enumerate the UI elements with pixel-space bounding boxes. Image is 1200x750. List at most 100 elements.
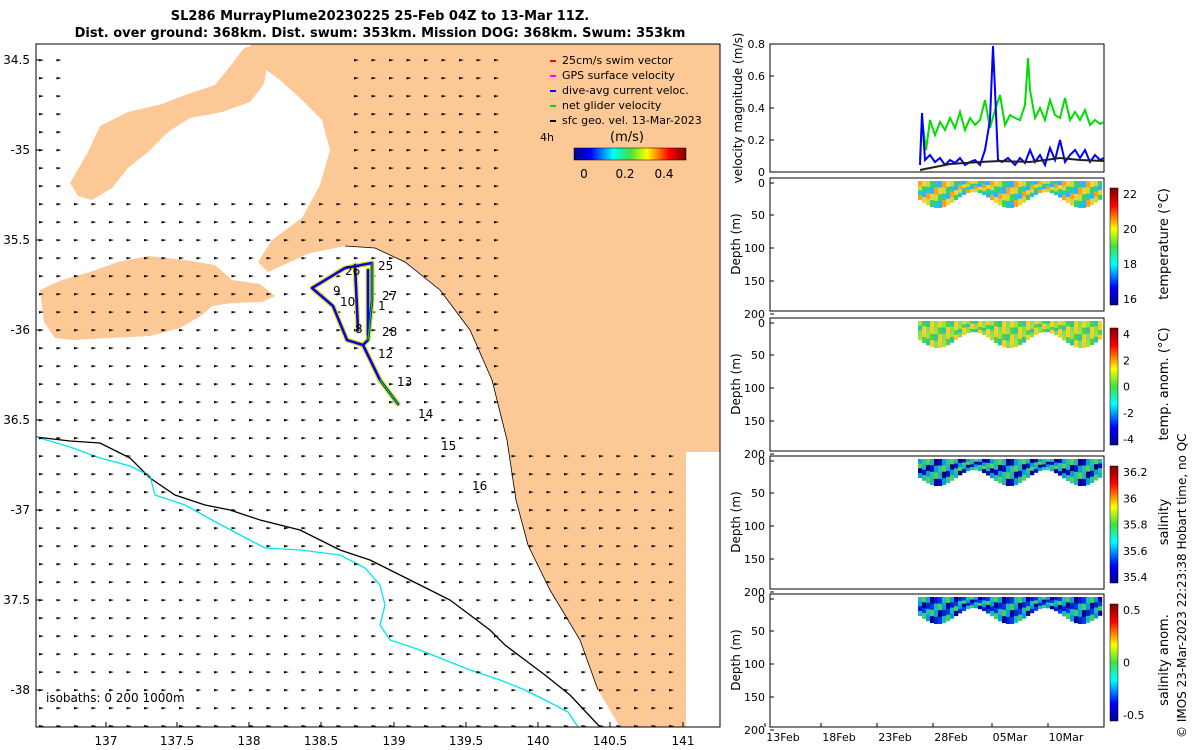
lon-tick-label: 140: [527, 734, 550, 748]
day-label: 25: [378, 259, 393, 273]
colorbar-tick: 0.4: [654, 167, 673, 181]
colorbar-interval: 4h: [540, 131, 554, 144]
lat-tick-label: 37.5: [3, 593, 30, 607]
section-colorbar-tick: -4: [1123, 433, 1134, 446]
section-colorbar-tick: 35.6: [1123, 545, 1148, 558]
velocity-ytick: 0.8: [748, 38, 766, 51]
time-tick: 10Mar: [1049, 731, 1084, 744]
colorbar-unit: (m/s): [610, 130, 644, 145]
section-colorbar-tick: 36: [1123, 492, 1137, 505]
depth-tick: 150: [744, 691, 765, 704]
footer-credit: © IMOS 23-Mar-2023 22:23:38 Hobart time,…: [1175, 433, 1189, 738]
day-label: 1: [378, 299, 386, 313]
velocity-ytick: 0.4: [748, 102, 766, 115]
geostrophic-velocity-line: [919, 156, 1105, 171]
mainland: [250, 44, 720, 727]
depth-tick: 200: [744, 448, 765, 461]
figure-title-line2: Dist. over ground: 368km. Dist. swum: 35…: [74, 26, 686, 41]
day-label: 14: [418, 407, 433, 421]
section-colorbar: [1109, 327, 1119, 446]
day-label: 8: [355, 322, 363, 336]
figure-title-line1: SL286 MurrayPlume20230225 25-Feb 04Z to …: [170, 9, 590, 24]
section-colorbar-tick: 0: [1123, 381, 1130, 394]
depth-tick: 200: [744, 586, 765, 599]
section-colorbar-tick: 4: [1123, 328, 1130, 341]
depth-tick: 50: [751, 625, 765, 638]
day-label: 26: [345, 264, 360, 278]
lat-tick-label: -37: [10, 503, 30, 517]
lon-tick-label: 138.5: [304, 734, 338, 748]
velocity-ytick: 0: [758, 166, 765, 179]
colorbar-tick: 0.2: [615, 167, 634, 181]
velocity-panel: 0 0.2 0.4 0.6 0.8 velocity magnitude (m/s): [731, 33, 1105, 184]
section-colorbar-tick: 2: [1123, 354, 1130, 367]
isobaths-label: isobaths: 0 200 1000m: [46, 691, 185, 705]
time-tick: 13Feb: [766, 731, 799, 744]
section-colorbar-tick: 22: [1123, 188, 1137, 201]
section-panel-sal_anom: 0 50 100 150 200 Depth (m) 0.5 0 -0.5 salinity an…: [729, 593, 1172, 737]
section-colorbar-tick: -0.5: [1123, 709, 1144, 722]
section-colorbar-tick: 0.5: [1123, 604, 1141, 617]
depth-tick: 100: [744, 520, 765, 533]
section-colorbar-label: salinity: [1157, 498, 1172, 545]
section-colorbar-tick: 16: [1123, 293, 1137, 306]
depth-axis-label: Depth (m): [729, 629, 743, 690]
day-label: 13: [397, 375, 412, 389]
depth-tick: 50: [751, 209, 765, 222]
legend-entry: dive-avg current veloc.: [562, 84, 689, 97]
lon-tick-label: 137: [95, 734, 118, 748]
time-tick: 28Feb: [934, 731, 967, 744]
map-legend: 25cm/s swim vector GPS surface velocity di…: [540, 54, 702, 181]
time-tick: 05Mar: [993, 731, 1028, 744]
depth-axis-label: Depth (m): [729, 491, 743, 552]
depth-tick: 0: [758, 177, 765, 190]
day-label: 15: [441, 439, 456, 453]
depth-tick: 150: [744, 275, 765, 288]
lat-tick-label: 35.5: [3, 233, 30, 247]
lon-tick-label: 139.5: [449, 734, 483, 748]
section-colorbar-label: temperature (°C): [1157, 188, 1172, 300]
lat-tick-label: -38: [10, 683, 30, 697]
lat-tick-label: -36: [10, 323, 30, 337]
section-panel-salinity: 0 50 100 150 200 Depth (m) 36.2 36 35.8 35.6 35.4 s…: [729, 455, 1172, 599]
day-label: 27: [382, 289, 397, 303]
day-label: 10: [340, 295, 355, 309]
dive-avg-velocity-line: [919, 45, 1105, 168]
section-colorbar-tick: 0: [1123, 657, 1130, 670]
section-colorbar-tick: 36.2: [1123, 466, 1148, 479]
legend-entry: GPS surface velocity: [562, 69, 675, 82]
velocity-ytick: 0.2: [748, 134, 766, 147]
lon-tick-label: 141: [672, 734, 695, 748]
depth-tick: 50: [751, 487, 765, 500]
depth-tick: 0: [758, 317, 765, 330]
isobath-200: [36, 436, 601, 727]
day-label: 16: [472, 479, 487, 493]
depth-axis-label: Depth (m): [729, 353, 743, 414]
net-velocity-line: [919, 57, 1105, 161]
section-panel-temp_anom: 0 50 100 150 200 Depth (m) 4 2 0 -2 -4 temp. anom. …: [729, 317, 1172, 461]
velocity-ylabel: velocity magnitude (m/s): [731, 33, 745, 184]
time-tick: 18Feb: [822, 731, 855, 744]
depth-tick: 0: [758, 593, 765, 606]
lon-tick-label: 137.5: [160, 734, 194, 748]
day-label: 9: [333, 284, 341, 298]
section-colorbar: [1109, 187, 1119, 306]
velocity-ytick: 0.6: [748, 70, 766, 83]
depth-tick: 200: [744, 724, 765, 737]
legend-entry: net glider velocity: [562, 99, 662, 112]
glider-track: [309, 260, 401, 407]
depth-tick: 0: [758, 455, 765, 468]
lat-tick-label: -35: [10, 143, 30, 157]
lon-tick-label: 139: [383, 734, 406, 748]
section-colorbar: [1109, 603, 1119, 722]
legend-entry: 25cm/s swim vector: [562, 54, 673, 67]
lat-tick-label: 36.5: [3, 413, 30, 427]
section-colorbar-label: salinity anom.: [1157, 614, 1172, 706]
day-label: 28: [382, 325, 397, 339]
depth-tick: 100: [744, 242, 765, 255]
lon-tick-label: 138: [238, 734, 261, 748]
section-panel-temperature: 0 50 100 150 200 Depth (m) 22 20 18 16 temperature…: [729, 177, 1172, 321]
isobath-1000: [36, 436, 579, 727]
speed-colorbar: [573, 147, 687, 161]
